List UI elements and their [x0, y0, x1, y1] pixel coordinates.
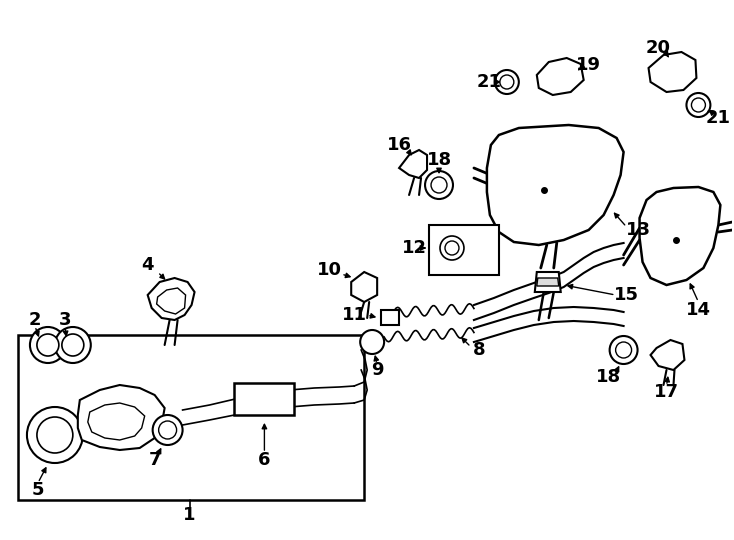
Text: 21: 21	[476, 73, 501, 91]
Polygon shape	[537, 58, 584, 95]
Circle shape	[445, 241, 459, 255]
Polygon shape	[156, 288, 186, 314]
Text: 3: 3	[59, 311, 71, 329]
Polygon shape	[650, 340, 685, 370]
Text: 17: 17	[654, 383, 679, 401]
Text: 16: 16	[387, 136, 412, 154]
Circle shape	[431, 177, 447, 193]
Text: 7: 7	[148, 451, 161, 469]
Text: 5: 5	[32, 481, 44, 499]
Polygon shape	[88, 403, 145, 440]
Polygon shape	[234, 383, 294, 415]
Circle shape	[495, 70, 519, 94]
Text: 15: 15	[614, 286, 639, 304]
Circle shape	[62, 334, 84, 356]
Text: 18: 18	[596, 368, 621, 386]
Circle shape	[425, 171, 453, 199]
Text: 10: 10	[317, 261, 342, 279]
Polygon shape	[535, 272, 561, 292]
Circle shape	[691, 98, 705, 112]
Polygon shape	[639, 187, 720, 285]
Text: 2: 2	[29, 311, 41, 329]
Text: 12: 12	[401, 239, 426, 257]
Circle shape	[27, 407, 83, 463]
Text: 19: 19	[576, 56, 601, 74]
Circle shape	[610, 336, 638, 364]
Circle shape	[37, 417, 73, 453]
Circle shape	[360, 330, 384, 354]
Text: 4: 4	[142, 256, 154, 274]
Text: 14: 14	[686, 301, 711, 319]
Circle shape	[440, 236, 464, 260]
Polygon shape	[351, 272, 377, 302]
Polygon shape	[148, 278, 195, 320]
Polygon shape	[399, 150, 427, 178]
Circle shape	[153, 415, 183, 445]
Circle shape	[159, 421, 177, 439]
Bar	[18, 335, 364, 500]
Polygon shape	[537, 278, 559, 286]
Polygon shape	[381, 310, 399, 325]
Text: 20: 20	[646, 39, 671, 57]
Polygon shape	[78, 385, 164, 450]
Circle shape	[37, 334, 59, 356]
Text: 1: 1	[184, 506, 196, 524]
Polygon shape	[649, 52, 697, 92]
Text: 21: 21	[706, 109, 731, 127]
Text: 11: 11	[342, 306, 367, 324]
Circle shape	[616, 342, 631, 358]
Circle shape	[686, 93, 711, 117]
Text: 9: 9	[371, 361, 383, 379]
Circle shape	[55, 327, 91, 363]
Text: 6: 6	[258, 451, 271, 469]
Circle shape	[30, 327, 66, 363]
Circle shape	[500, 75, 514, 89]
Text: 18: 18	[426, 151, 451, 169]
Text: 8: 8	[473, 341, 485, 359]
Polygon shape	[487, 125, 624, 245]
Text: 13: 13	[626, 221, 651, 239]
Bar	[429, 225, 499, 275]
